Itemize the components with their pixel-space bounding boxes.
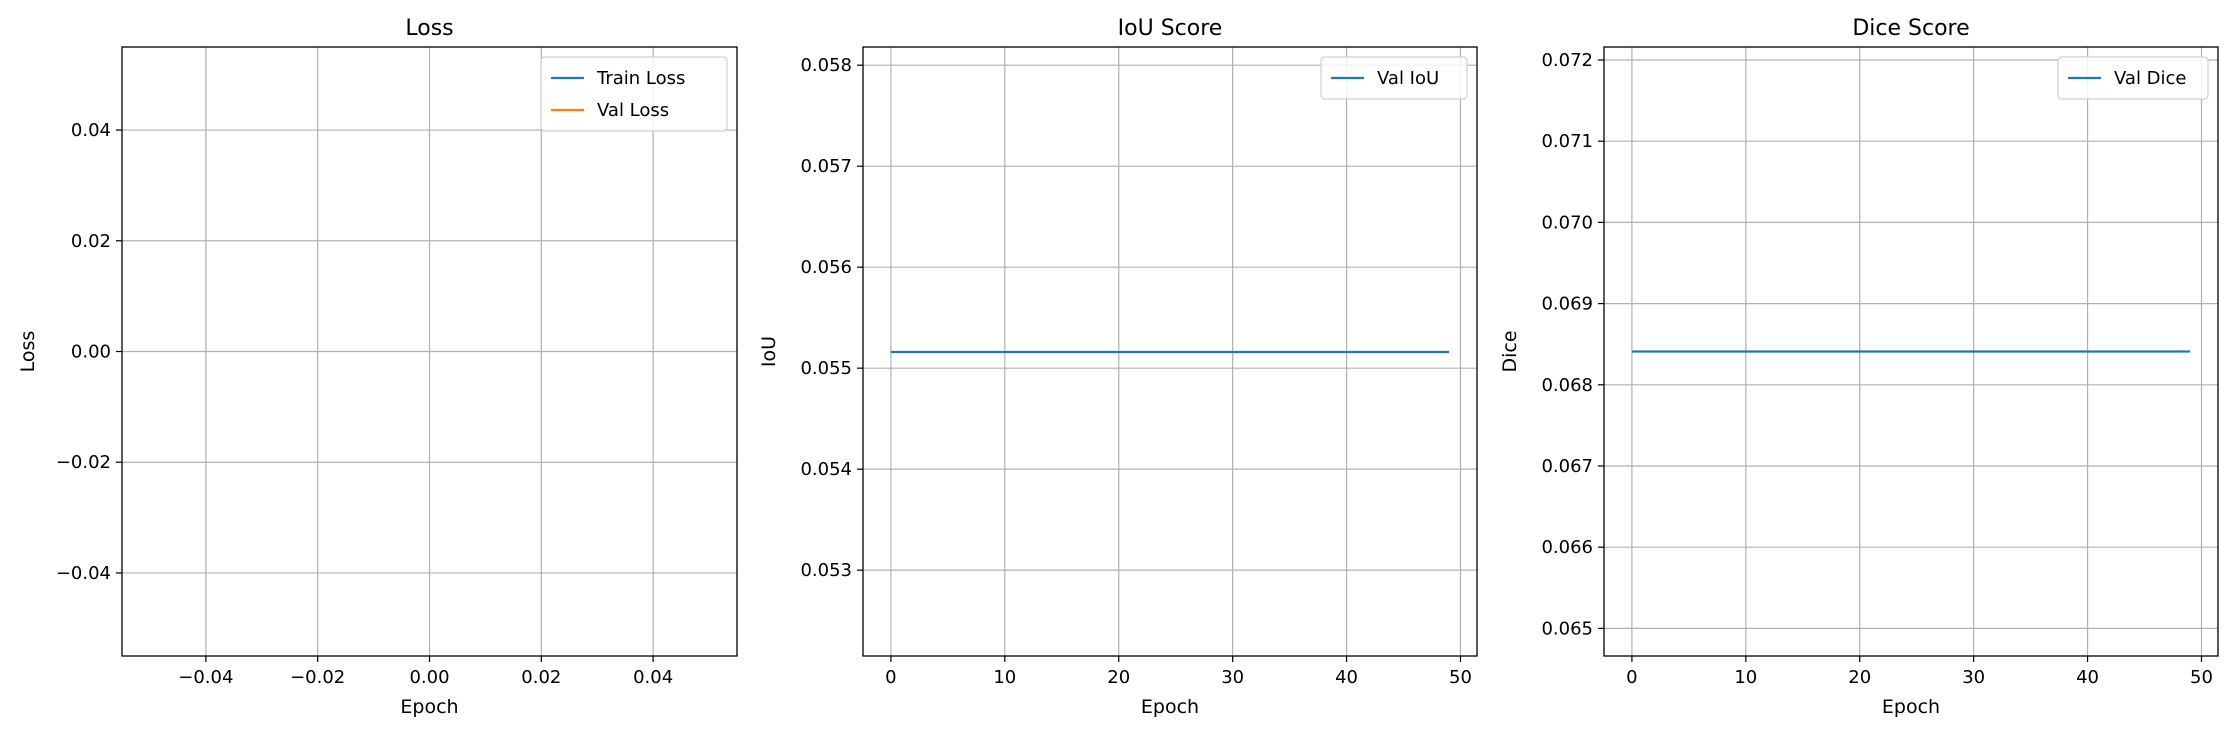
chart-2-xtick-label-4: 40 bbox=[1335, 667, 1358, 688]
chart-3-legend-box bbox=[2057, 56, 2209, 100]
chart-1-xtick-label-3: 0.02 bbox=[521, 667, 561, 688]
chart-3-ytick-label-3: 0.068 bbox=[1541, 375, 1593, 396]
chart-3-ytick-label-7: 0.072 bbox=[1541, 50, 1593, 71]
chart-2-xtick-label-3: 30 bbox=[1221, 667, 1244, 688]
chart-2-legend: Val IoU bbox=[1320, 56, 1468, 100]
chart-2-ytick-label-5: 0.058 bbox=[800, 55, 852, 76]
chart-2-axes-frame bbox=[862, 46, 1478, 657]
chart-3-xtick-label-4: 40 bbox=[2076, 667, 2099, 688]
chart-3-legend-label-1: Val Dice bbox=[2114, 68, 2187, 89]
chart-1-ytick-label-4: 0.04 bbox=[71, 120, 111, 141]
chart-2-xtick-label-0: 0 bbox=[885, 667, 896, 688]
chart-1-title: Loss bbox=[405, 16, 453, 41]
chart-2-ylabel: IoU bbox=[758, 336, 780, 367]
chart-2-legend-box bbox=[1320, 56, 1468, 100]
chart-1-ytick-label-1: −0.02 bbox=[56, 452, 111, 473]
chart-2-xtick-label-2: 20 bbox=[1107, 667, 1130, 688]
chart-2-ytick-label-1: 0.054 bbox=[800, 459, 852, 480]
chart-2-ytick-label-3: 0.056 bbox=[800, 257, 852, 278]
chart-2-title: IoU Score bbox=[1118, 16, 1223, 41]
chart-1-legend-box bbox=[540, 56, 728, 132]
chart-1-xlabel: Epoch bbox=[400, 696, 458, 718]
chart-3-ytick-label-4: 0.069 bbox=[1541, 294, 1593, 315]
chart-1-legend: Train Loss Val Loss bbox=[540, 56, 728, 132]
chart-3-ytick-label-1: 0.066 bbox=[1541, 537, 1593, 558]
chart-3-axes-frame bbox=[1603, 46, 2219, 657]
chart-2-ytick-label-0: 0.053 bbox=[800, 560, 852, 581]
chart-1-xtick-label-1: −0.02 bbox=[290, 667, 345, 688]
chart-1-legend-label-2: Val Loss bbox=[597, 100, 669, 121]
chart-3-ytick-label-5: 0.070 bbox=[1541, 212, 1593, 233]
chart-1-ytick-label-3: 0.02 bbox=[71, 231, 111, 252]
chart-2-legend-label-1: Val IoU bbox=[1377, 68, 1439, 89]
chart-3: 0 10 20 30 40 50 0.065 0.066 0.067 0.068 0.069 0.07… bbox=[1499, 16, 2219, 718]
chart-1-ytick-label-2: 0.00 bbox=[71, 342, 111, 363]
chart-2-xtick-label-5: 50 bbox=[1449, 667, 1472, 688]
chart-1-ytick-label-0: −0.04 bbox=[56, 563, 111, 584]
chart-1-xtick-label-2: 0.00 bbox=[409, 667, 449, 688]
chart-3-ytick-label-0: 0.065 bbox=[1541, 618, 1593, 639]
chart-1-xtick-label-0: −0.04 bbox=[178, 667, 233, 688]
chart-1-ylabel: Loss bbox=[17, 331, 39, 373]
chart-3-xtick-label-2: 20 bbox=[1848, 667, 1871, 688]
chart-1-legend-label-1: Train Loss bbox=[596, 68, 685, 89]
chart-3-ylabel: Dice bbox=[1499, 330, 1521, 372]
chart-3-legend: Val Dice bbox=[2057, 56, 2209, 100]
chart-3-title: Dice Score bbox=[1852, 16, 1969, 41]
chart-3-ytick-label-2: 0.067 bbox=[1541, 456, 1593, 477]
chart-3-xtick-label-0: 0 bbox=[1626, 667, 1637, 688]
chart-3-xtick-label-5: 50 bbox=[2190, 667, 2213, 688]
chart-2-ytick-label-2: 0.055 bbox=[800, 358, 852, 379]
chart-3-xtick-label-3: 30 bbox=[1962, 667, 1985, 688]
chart-2-xtick-label-1: 10 bbox=[993, 667, 1016, 688]
chart-3-ytick-label-6: 0.071 bbox=[1541, 131, 1593, 152]
chart-2: 0 10 20 30 40 50 0.053 0.054 0.055 0.056 0.057 0.05… bbox=[758, 16, 1478, 718]
chart-3-xlabel: Epoch bbox=[1882, 696, 1940, 718]
chart-2-xlabel: Epoch bbox=[1141, 696, 1199, 718]
chart-1: −0.04 −0.02 0.00 0.02 0.04 −0.04 −0.02 0.00 0.02… bbox=[17, 16, 738, 718]
chart-3-xtick-label-1: 10 bbox=[1734, 667, 1757, 688]
chart-1-xtick-label-4: 0.04 bbox=[633, 667, 673, 688]
chart-2-ytick-label-4: 0.057 bbox=[800, 156, 852, 177]
